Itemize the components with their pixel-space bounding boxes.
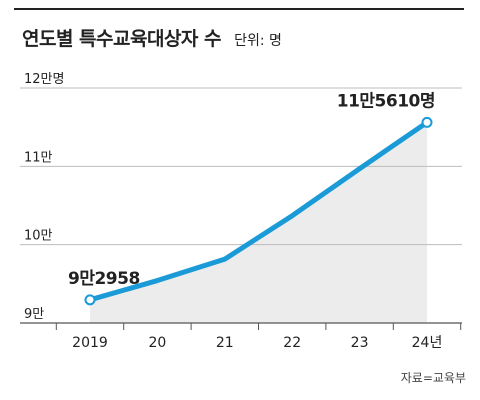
data-point-marker <box>84 294 96 306</box>
series-line <box>87 119 430 303</box>
x-tick-label: 23 <box>351 335 369 351</box>
area-fill <box>90 122 427 323</box>
data-label: 9만2958 <box>68 269 140 289</box>
unit-label: 단위: 명 <box>234 33 282 49</box>
x-tick-label: 24년 <box>412 335 443 351</box>
x-tick-label: 2019 <box>72 335 108 351</box>
y-tick-label: 12만명 <box>24 72 64 87</box>
chart-header: 연도별 특수교육대상자 수 단위: 명 <box>22 24 282 51</box>
x-tick-label: 20 <box>148 335 166 351</box>
y-tick-label: 9만 <box>24 307 44 322</box>
source-note: 자료=교육부 <box>400 371 466 385</box>
y-tick-label: 10만 <box>24 229 53 244</box>
y-tick-label: 11만 <box>24 150 53 165</box>
data-label: 11만5610명 <box>337 91 435 111</box>
chart-title: 연도별 특수교육대상자 수 <box>22 28 222 50</box>
data-point-marker <box>421 116 433 128</box>
x-tick-label: 22 <box>283 335 301 351</box>
x-tick-label: 21 <box>216 335 234 351</box>
top-rule <box>14 8 464 10</box>
